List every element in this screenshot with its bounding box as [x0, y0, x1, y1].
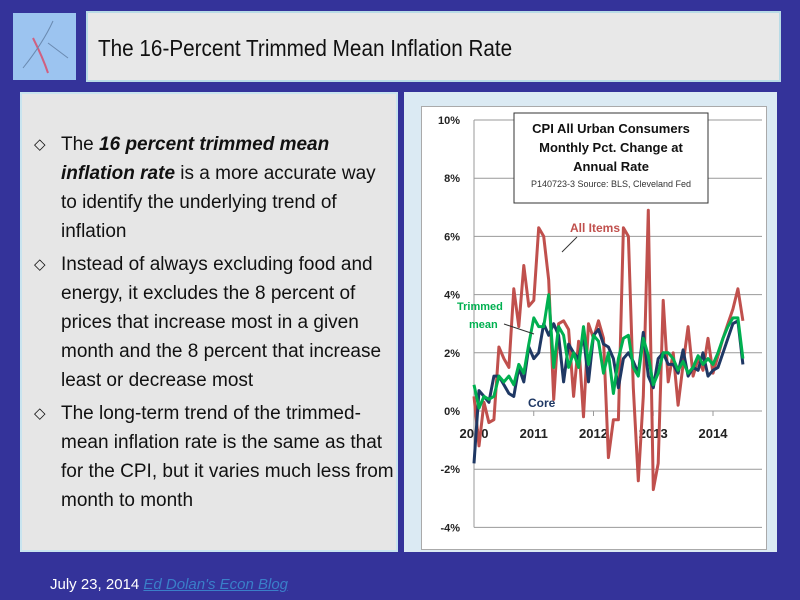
- diamond-bullet-icon: ◇: [34, 256, 46, 273]
- y-tick-label: 10%: [438, 115, 460, 127]
- x-tick-label: 2012: [579, 426, 608, 441]
- bullet-item: ◇ The long-term trend of the trimmed-mean…: [34, 399, 394, 515]
- chart-source: P140723-3 Source: BLS, Cleveland Fed: [531, 179, 691, 189]
- bullet-text: Instead of always excluding food and ene…: [61, 254, 382, 391]
- title-box: The 16-Percent Trimmed Mean Inflation Ra…: [86, 11, 781, 82]
- bullet-text: The: [61, 134, 100, 155]
- bullet-text: is a more accurate way to identify the u…: [61, 163, 376, 242]
- footer-link[interactable]: Ed Dolan's Econ Blog: [143, 576, 289, 593]
- diamond-bullet-icon: ◇: [34, 405, 46, 422]
- x-tick-label: 2014: [699, 426, 729, 441]
- y-tick-label: -2%: [440, 464, 460, 476]
- diamond-bullet-icon: ◇: [34, 136, 46, 153]
- bullet-item: ◇ Instead of always excluding food and en…: [34, 250, 394, 395]
- y-tick-label: 2%: [444, 348, 460, 360]
- chart-title: Monthly Pct. Change at: [539, 140, 683, 155]
- bullet-item: ◇ The 16 percent trimmed mean inflation r…: [34, 130, 394, 246]
- y-tick-label: 4%: [444, 290, 460, 302]
- chart-title-box: [513, 112, 709, 204]
- x-tick-label: 2010: [460, 426, 489, 441]
- chart-title: CPI All Urban Consumers: [532, 121, 690, 136]
- annotation-arrow: [503, 323, 535, 335]
- annotation-trimmed: Trimmed: [457, 301, 503, 313]
- chart-title: Annual Rate: [573, 159, 649, 174]
- x-tick-label: 2011: [520, 426, 548, 441]
- series-line-trimmed-mean: [472, 293, 745, 410]
- slide-title: The 16-Percent Trimmed Mean Inflation Ra…: [98, 35, 513, 61]
- y-tick-label: 8%: [444, 173, 460, 185]
- footer-date: July 23, 2014: [50, 576, 140, 593]
- y-tick-label: -4%: [440, 522, 460, 534]
- bullet-emphasis: 16 percent trimmed mean inflation rate: [61, 134, 330, 184]
- slide-logo-image: [13, 13, 76, 80]
- footer: July 23, 2014 Ed Dolan's Econ Blog: [50, 576, 288, 593]
- bullet-list: ◇ The 16 percent trimmed mean inflation r…: [34, 130, 394, 519]
- annotation-all-items: All Items: [570, 221, 620, 235]
- annotation-arrow: [561, 236, 578, 253]
- bullet-text: The long-term trend of the trimmed-mean …: [61, 403, 394, 511]
- annotation-core: Core: [528, 396, 556, 410]
- chart: 10% 8% 6% 4% 2% 0% -2% -4% 2010 2011 2012 2013 2014 C…: [421, 106, 767, 550]
- y-tick-label: 6%: [444, 231, 460, 243]
- annotation-mean: mean: [469, 319, 498, 331]
- y-tick-label: 0%: [444, 406, 460, 418]
- text-panel: ◇ The 16 percent trimmed mean inflation r…: [20, 92, 398, 552]
